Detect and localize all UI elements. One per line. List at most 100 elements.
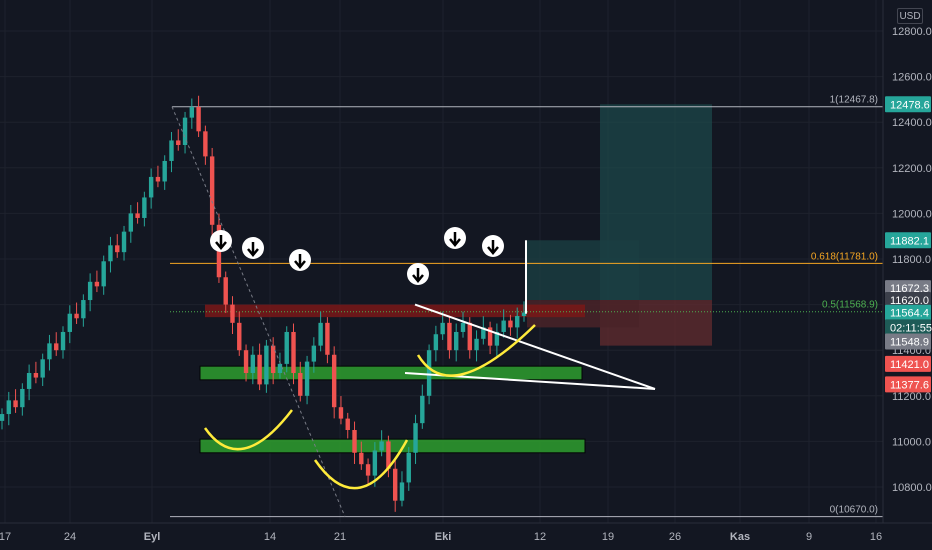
- arc-head[interactable]: [313, 439, 409, 490]
- candle-body: [318, 322, 323, 346]
- candle-body: [426, 350, 432, 396]
- candle-body: [182, 117, 188, 145]
- candle-body: [142, 197, 147, 218]
- price-tick-label: 12400.0: [892, 117, 932, 129]
- candle-body: [169, 140, 174, 161]
- candle-body: [6, 400, 11, 415]
- candle-body: [291, 331, 296, 373]
- time-tick-label: 12: [534, 531, 546, 543]
- time-tick-label: 14: [264, 531, 276, 543]
- candle-body: [47, 343, 52, 360]
- candle-body: [508, 320, 513, 328]
- price-axis-background: [883, 0, 932, 550]
- candle-body: [155, 176, 161, 182]
- candle-body: [345, 418, 350, 430]
- candle-body: [135, 213, 140, 218]
- candle-body: [0, 414, 5, 421]
- arc-left-shoulder[interactable]: [203, 409, 293, 451]
- candle-body: [338, 407, 344, 419]
- candle-body: [298, 373, 303, 396]
- currency-button[interactable]: USD: [897, 8, 923, 24]
- price-tag-label: 11421.0: [890, 359, 929, 371]
- candle-body: [447, 322, 452, 351]
- price-tick-label: 12800.0: [892, 26, 932, 38]
- candle-body: [26, 373, 32, 389]
- price-tag-label: 11564.4: [890, 308, 929, 320]
- candle-body: [521, 312, 527, 316]
- candle-body: [189, 106, 195, 118]
- candle-body: [257, 354, 262, 385]
- candle-body: [13, 400, 18, 408]
- price-axis[interactable]: 12800.0 12600.0 12400.0 12200.0 12000.0 11800…: [882, 0, 932, 550]
- candle-body: [304, 361, 310, 396]
- price-tag: [885, 232, 931, 249]
- arrow-head: [412, 274, 424, 283]
- down-arrow-icon: [444, 227, 466, 249]
- down-arrow-icon: [289, 249, 311, 271]
- fib-level-label: 0.618(11781.0): [811, 251, 878, 262]
- price-tick-label: 11000.0: [892, 436, 931, 448]
- time-tick-label: Eyl: [144, 531, 161, 543]
- candle-body: [311, 345, 317, 362]
- price-tag: [885, 96, 931, 113]
- arrow-markers: [210, 227, 504, 285]
- candle-body: [196, 106, 201, 132]
- candle-body: [386, 441, 391, 469]
- candle-body: [33, 373, 39, 378]
- fib-trendline[interactable]: [171, 106, 346, 517]
- candle-body: [128, 213, 134, 232]
- candle-body: [270, 345, 276, 373]
- candle-body: [40, 359, 45, 378]
- triangle-upper-line[interactable]: [414, 303, 656, 390]
- price-tag-label: 11548.9: [890, 337, 929, 349]
- time-tick-label: 19: [602, 531, 614, 543]
- resistance-zone[interactable]: [205, 304, 585, 318]
- price-tag: [885, 376, 931, 393]
- candle-body: [515, 316, 520, 328]
- candle-body: [67, 313, 72, 332]
- price-tag-label: 11620.0: [890, 295, 929, 307]
- price-tag-label: 02:11:55: [890, 322, 932, 334]
- candle-body: [325, 322, 330, 355]
- candle-body: [250, 354, 256, 373]
- support-zone-upper[interactable]: [199, 365, 583, 381]
- arrow-head: [449, 238, 461, 247]
- candle-body: [392, 468, 398, 501]
- fibonacci-retracement[interactable]: 1(12467.8) 0.618(11781.0) 0.5(11568.9) 0(10…: [170, 95, 883, 518]
- drawings-layer[interactable]: [171, 106, 656, 517]
- time-tick-label: Kas: [730, 531, 750, 543]
- arrow-head: [215, 241, 227, 250]
- arrow-head: [294, 260, 306, 269]
- candle-body: [454, 331, 459, 351]
- candle-body: [460, 322, 466, 332]
- candle-body: [487, 327, 493, 346]
- price-tick-label: 11200.0: [892, 391, 931, 403]
- time-tick-label: 24: [64, 531, 76, 543]
- candle-body: [359, 452, 364, 465]
- support-zone-lower[interactable]: [199, 438, 586, 454]
- down-arrow-icon: [407, 263, 429, 285]
- price-tag: [885, 304, 931, 321]
- candle-body: [352, 430, 357, 453]
- price-tag-label: 12478.6: [890, 99, 930, 111]
- arrow-head: [487, 246, 499, 255]
- candle-body: [81, 300, 86, 319]
- price-tag-label: 11377.6: [890, 379, 929, 391]
- down-arrow-icon: [210, 230, 232, 252]
- time-axis[interactable]: 17 24 Eyl 14 21 Eki 12 19 26 Kas 9 16: [0, 522, 932, 550]
- candle-body: [121, 231, 127, 253]
- candle-body: [372, 450, 378, 476]
- candle-body: [148, 176, 154, 198]
- candle-body: [365, 464, 371, 476]
- down-arrow-icon: [242, 237, 264, 259]
- price-tick-label: 12600.0: [892, 72, 932, 84]
- fib-level-label: 0.5(11568.9): [822, 300, 878, 311]
- position-target-zone[interactable]: [527, 240, 639, 301]
- arc-right-shoulder[interactable]: [416, 324, 536, 377]
- time-tick-label: 9: [806, 531, 812, 543]
- candle-body: [264, 345, 269, 385]
- time-tick-label: 21: [334, 531, 346, 543]
- fib-level-label: 0(10670.0): [830, 505, 878, 516]
